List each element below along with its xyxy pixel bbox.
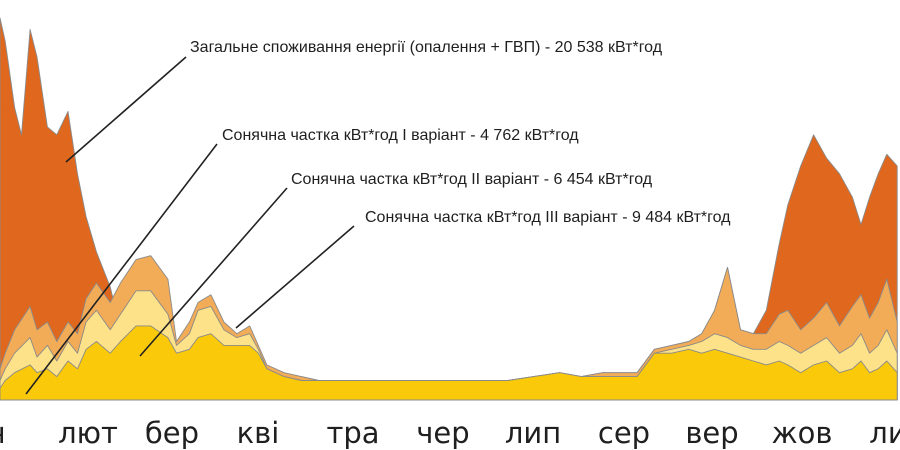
annotation-leader-line-4 [235, 225, 355, 329]
chart-areas [0, 17, 898, 401]
x-tick-label-жов: жов [772, 416, 833, 450]
annotation-leader-line-2 [25, 143, 218, 395]
area-series-4 [0, 325, 898, 401]
annotation-leader-lines [25, 56, 355, 395]
x-tick-label-лют: лют [58, 416, 118, 450]
x-tick-label-кві: кві [237, 416, 280, 450]
x-tick-label-січ: ч [0, 416, 6, 450]
x-tick-label-бер: бер [145, 416, 199, 450]
annotation-leader-line-1 [65, 56, 187, 163]
annotation-label-3: Сонячна частка кВт*год II варіант - 6 45… [291, 171, 653, 188]
annotation-labels: Загальне споживання енергії (опалення + … [190, 39, 731, 226]
x-tick-label-сер: сер [598, 416, 650, 450]
annotation-label-2: Сонячна частка кВт*год I варіант - 4 762… [222, 127, 579, 144]
x-tick-label-чер: чер [416, 416, 469, 450]
x-tick-label-тра: тра [326, 416, 379, 450]
annotation-label-1: Загальне споживання енергії (опалення + … [190, 39, 663, 56]
x-tick-label-лип: лип [505, 416, 561, 450]
annotation-label-4: Сонячна частка кВт*год III варіант - 9 4… [365, 209, 731, 226]
x-tick-label-вер: вер [685, 416, 738, 450]
x-tick-label-лис: ли [869, 416, 900, 450]
annotation-leader-line-3 [139, 187, 288, 357]
